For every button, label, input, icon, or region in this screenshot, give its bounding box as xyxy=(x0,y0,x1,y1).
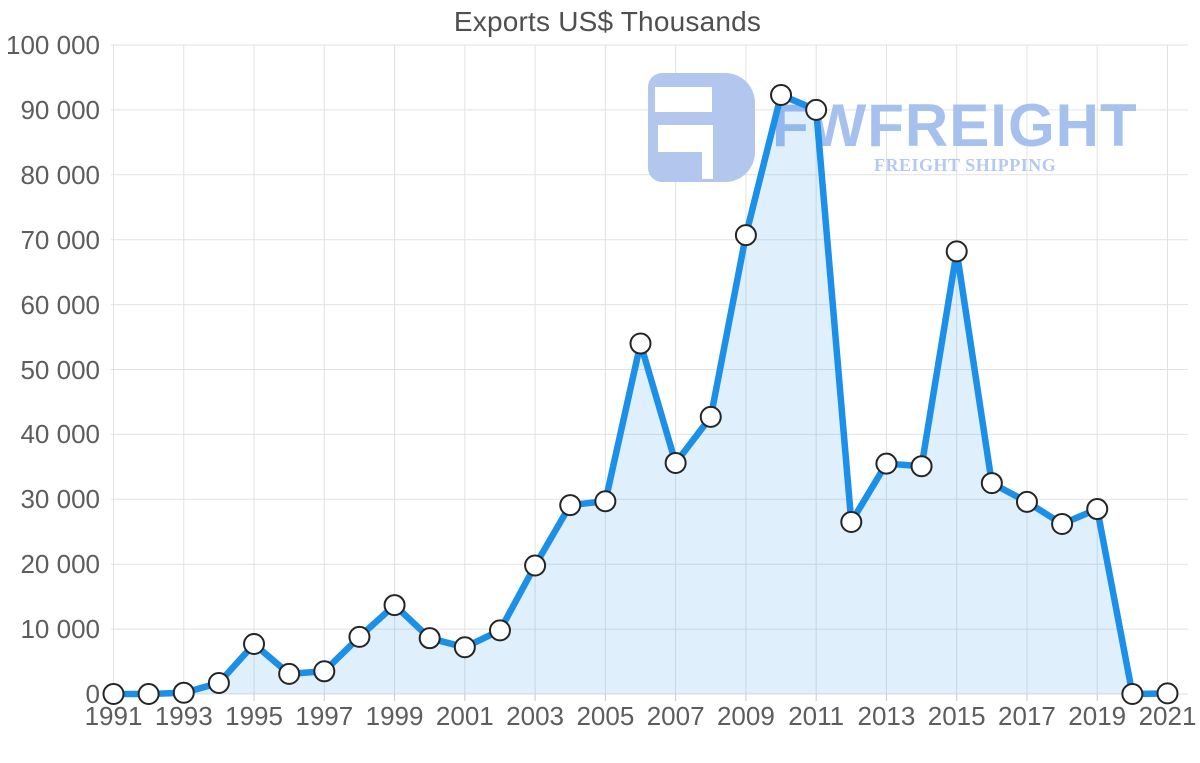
data-point-2003[interactable] xyxy=(524,554,547,577)
x-tick-label: 1995 xyxy=(225,701,283,731)
data-point-2014[interactable] xyxy=(910,455,933,478)
data-point-2017[interactable] xyxy=(1015,490,1038,513)
y-tick-label: 20 000 xyxy=(20,549,100,580)
y-tick-label: 40 000 xyxy=(20,419,100,450)
watermark-brand-text: FWFREIGHT xyxy=(772,92,1138,159)
fwfreight-logo-icon xyxy=(648,73,755,182)
data-point-1991[interactable] xyxy=(102,683,125,705)
x-tick-label: 2003 xyxy=(506,701,565,731)
data-point-1995[interactable] xyxy=(243,633,266,656)
data-point-2015[interactable] xyxy=(945,240,968,263)
y-tick-label: 90 000 xyxy=(20,94,100,125)
logo-notch-top xyxy=(655,87,712,112)
y-tick-label: 0 xyxy=(85,679,100,709)
data-point-2020[interactable] xyxy=(1121,683,1144,705)
x-tick-label: 2021 xyxy=(1138,701,1197,731)
y-tick-label: 30 000 xyxy=(20,484,100,515)
data-point-2016[interactable] xyxy=(980,472,1003,495)
data-point-2002[interactable] xyxy=(488,619,511,642)
x-tick-label: 2011 xyxy=(788,701,845,731)
x-tick-label: 1993 xyxy=(154,701,213,731)
data-point-1993[interactable] xyxy=(172,681,195,704)
x-tick-label: 2007 xyxy=(646,701,705,731)
data-point-2010[interactable] xyxy=(770,83,793,106)
y-tick-label: 80 000 xyxy=(20,159,100,190)
y-tick-label: 10 000 xyxy=(20,614,100,645)
data-point-1998[interactable] xyxy=(348,625,371,648)
data-point-2001[interactable] xyxy=(453,636,476,659)
data-point-1999[interactable] xyxy=(383,594,406,617)
data-point-1992[interactable] xyxy=(137,683,160,705)
watermark-tagline-text: FREIGHT SHIPPING xyxy=(874,155,1057,175)
data-point-1997[interactable] xyxy=(313,660,336,683)
x-tick-label: 2005 xyxy=(576,701,635,731)
chart-title: Exports US$ Thousands xyxy=(453,6,762,37)
data-point-2009[interactable] xyxy=(734,224,757,247)
x-tick-label: 1999 xyxy=(365,701,424,731)
y-tick-label: 60 000 xyxy=(20,289,100,320)
data-point-2018[interactable] xyxy=(1051,512,1074,535)
data-point-2000[interactable] xyxy=(418,627,441,650)
data-point-2012[interactable] xyxy=(840,511,863,534)
x-tick-label: 1991 xyxy=(84,701,143,731)
area-fill xyxy=(113,95,1168,694)
data-point-2004[interactable] xyxy=(559,494,582,517)
data-point-1994[interactable] xyxy=(207,671,230,694)
data-point-2011[interactable] xyxy=(805,98,828,121)
data-point-2005[interactable] xyxy=(594,490,617,513)
logo-notch-slot xyxy=(702,125,713,179)
y-tick-label: 50 000 xyxy=(20,354,100,385)
y-tick-label: 100 000 xyxy=(6,30,100,60)
x-tick-label: 2019 xyxy=(1068,701,1127,731)
data-point-2007[interactable] xyxy=(664,451,687,474)
data-point-2019[interactable] xyxy=(1086,498,1109,521)
x-tick-label: 2001 xyxy=(435,701,494,731)
logo-notch-middle xyxy=(658,125,702,152)
x-tick-label: 2017 xyxy=(998,701,1056,731)
x-tick-label: 2015 xyxy=(927,701,986,731)
x-tick-label: 2013 xyxy=(857,701,916,731)
data-point-1996[interactable] xyxy=(278,662,301,685)
data-point-2021[interactable] xyxy=(1156,682,1179,705)
y-tick-label: 70 000 xyxy=(20,224,100,255)
data-point-2006[interactable] xyxy=(629,332,652,355)
data-point-2008[interactable] xyxy=(699,405,722,428)
x-tick-label: 2009 xyxy=(716,701,775,731)
data-point-2013[interactable] xyxy=(875,452,898,475)
x-tick-label: 1997 xyxy=(295,701,354,731)
